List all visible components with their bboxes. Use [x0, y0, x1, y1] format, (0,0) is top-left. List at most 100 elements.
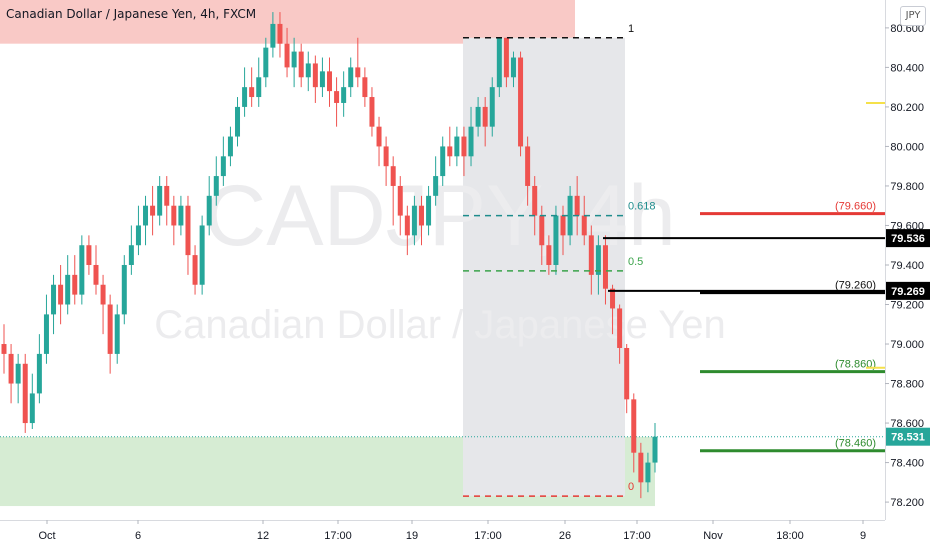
watermark-description: Canadian Dollar / Japanese Yen	[154, 303, 726, 347]
candle-body	[461, 136, 467, 157]
candle-body	[489, 87, 495, 127]
time-tick-label: 17:00	[474, 530, 502, 542]
candle-body	[348, 67, 354, 88]
candle-body	[135, 225, 141, 246]
candle-body	[327, 71, 332, 92]
candle-body	[213, 176, 219, 196]
candle-body	[1, 344, 7, 354]
candle-body	[468, 126, 474, 157]
price-tick-label: 80.400	[890, 62, 924, 74]
candle-body	[227, 136, 233, 157]
candle-body	[553, 215, 559, 265]
price-tag-box	[886, 229, 930, 248]
candle-body	[65, 274, 71, 305]
price-tag-label: 79.269	[891, 286, 925, 298]
candle-body	[199, 225, 205, 285]
candle-body	[86, 245, 92, 265]
candle-body	[482, 106, 488, 127]
candle-body	[235, 106, 241, 137]
candle-body	[319, 71, 325, 88]
time-tick-label: 17:00	[324, 530, 352, 542]
candle-body	[291, 51, 297, 68]
time-tick-label: 6	[135, 530, 141, 542]
candle-body	[107, 304, 113, 354]
time-tick-label: 19	[406, 530, 418, 542]
candle-body	[362, 77, 368, 98]
candle-body	[503, 37, 509, 78]
price-tick-label: 80.200	[890, 102, 924, 114]
candle-body	[121, 264, 127, 315]
candle-body	[249, 87, 255, 98]
price-tick-label: 80.000	[890, 141, 924, 153]
candle-body	[433, 176, 439, 196]
time-tick-label: 18:00	[776, 530, 804, 542]
price-tag-box	[886, 281, 930, 300]
candle-body	[525, 146, 531, 186]
candle-body	[440, 146, 446, 177]
candle-body	[143, 205, 149, 226]
fib-level-label: 0.5	[628, 256, 643, 268]
price-tick-label: 78.400	[890, 458, 924, 470]
candle-body	[376, 126, 382, 147]
candle-body	[638, 452, 644, 483]
time-tick-label: 17:00	[623, 530, 651, 542]
time-tick-label: Oct	[38, 530, 55, 542]
candle-body	[263, 47, 269, 78]
candle-body	[539, 215, 545, 246]
time-tick-label: 12	[257, 530, 269, 542]
fib-level-label: 0	[628, 481, 634, 493]
price-tag-label: 78.531	[891, 432, 925, 444]
price-tick-label: 78.800	[890, 379, 924, 391]
candle-body	[36, 353, 42, 394]
candle-body	[624, 347, 630, 400]
currency-button[interactable]: JPY	[900, 6, 926, 26]
candle-body	[567, 195, 573, 236]
candle-body	[341, 87, 347, 103]
candle-body	[206, 195, 212, 226]
price-tick-label: 79.400	[890, 260, 924, 272]
candle-body	[645, 462, 651, 483]
price-tick-label: 79.000	[890, 339, 924, 351]
candle-body	[447, 146, 453, 157]
candle-body	[185, 205, 191, 256]
time-tick-label: Nov	[703, 530, 723, 542]
candle-body	[192, 255, 198, 285]
price-tick-label: 78.600	[890, 418, 924, 430]
target-level-label: (79.260)	[835, 280, 876, 292]
fib-level-label: 1	[628, 23, 634, 35]
candle-body	[256, 77, 262, 98]
price-tag-box	[886, 427, 930, 446]
candle-body	[58, 284, 64, 305]
candle-body	[150, 205, 156, 216]
candle-body	[411, 205, 417, 236]
candle-body	[178, 205, 184, 226]
candle-body	[383, 146, 389, 167]
candle-body	[610, 288, 616, 309]
candle-body	[404, 215, 410, 236]
candle-body	[581, 215, 587, 236]
candle-body	[305, 63, 311, 78]
candle-body	[128, 245, 134, 265]
candle-body	[631, 399, 637, 453]
candle-body	[574, 195, 580, 216]
candle-body	[312, 63, 318, 88]
candle-body	[284, 43, 290, 68]
candle-body	[518, 57, 524, 147]
candle-body	[652, 436, 658, 463]
candle-body	[496, 37, 502, 88]
candle-body	[369, 97, 375, 127]
candle-body	[426, 195, 432, 226]
candle-body	[43, 314, 49, 354]
candle-body	[270, 23, 276, 48]
target-level-label: (79.660)	[835, 201, 876, 213]
candle-body	[171, 205, 177, 226]
candle-body	[334, 91, 340, 103]
fib-level-label: 0.618	[628, 201, 656, 213]
candle-body	[418, 205, 424, 226]
candle-body	[22, 363, 28, 424]
candle-body	[72, 274, 78, 295]
time-tick-label: 26	[559, 530, 571, 542]
candle-body	[454, 136, 460, 157]
